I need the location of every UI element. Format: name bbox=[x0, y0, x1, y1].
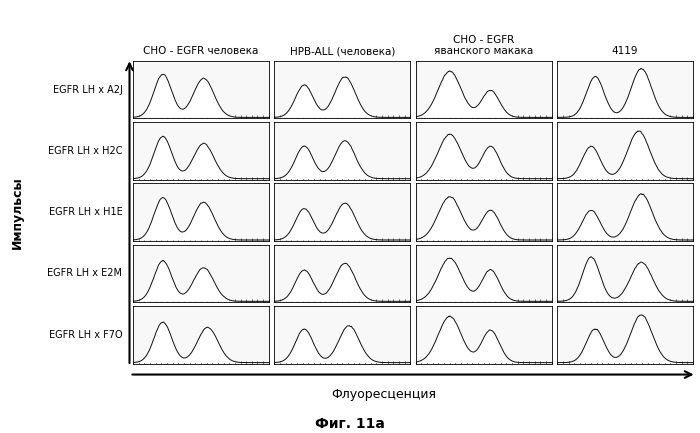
Text: Фиг. 11а: Фиг. 11а bbox=[315, 417, 385, 431]
Text: EGFR LH x H2C: EGFR LH x H2C bbox=[48, 146, 122, 156]
Text: CHO - EGFR человека: CHO - EGFR человека bbox=[144, 46, 258, 56]
Text: CHO - EGFR
яванского макака: CHO - EGFR яванского макака bbox=[434, 35, 533, 56]
Text: HPB-ALL (человека): HPB-ALL (человека) bbox=[290, 46, 395, 56]
Text: EGFR LH x H1E: EGFR LH x H1E bbox=[49, 207, 122, 217]
Text: EGFR LH x A2J: EGFR LH x A2J bbox=[52, 84, 122, 94]
Text: 4119: 4119 bbox=[612, 46, 638, 56]
Text: EGFR LH x F7O: EGFR LH x F7O bbox=[49, 330, 122, 340]
Text: Импульсы: Импульсы bbox=[11, 176, 24, 249]
Text: EGFR LH x E2M: EGFR LH x E2M bbox=[48, 268, 122, 278]
Text: Флуоресценция: Флуоресценция bbox=[330, 388, 435, 401]
